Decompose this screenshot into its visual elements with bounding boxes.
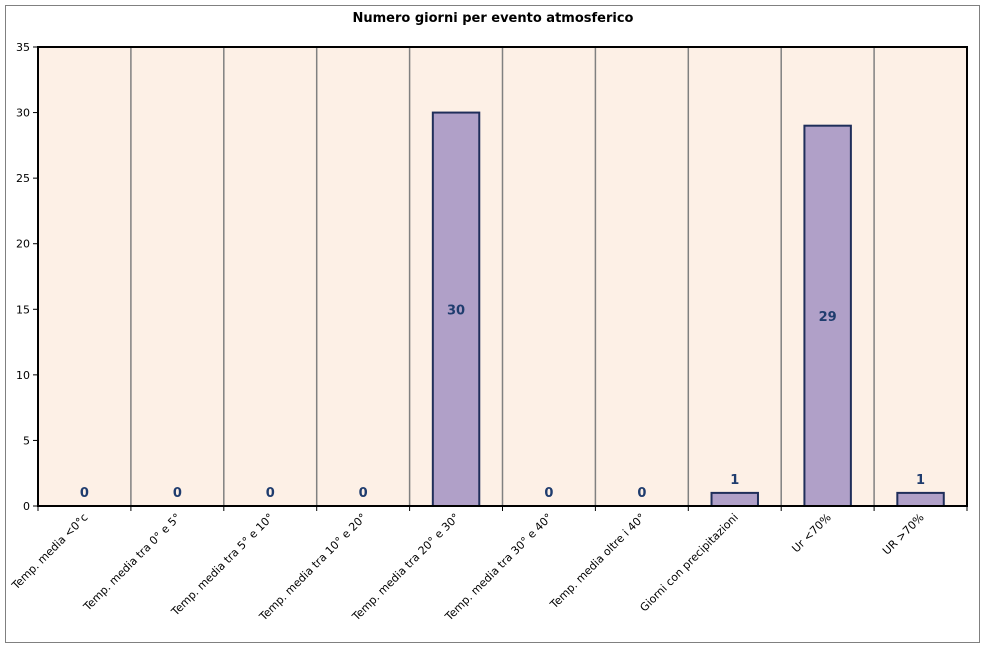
data-label-2: 0 [266,486,275,501]
x-category-label-1: Temp. media tra 0° e 5° [80,511,183,614]
data-label-9: 1 [916,473,925,488]
x-category-label-2: Temp. media tra 5° e 10° [168,511,276,619]
data-label-3: 0 [359,486,368,501]
data-label-7: 1 [730,473,739,488]
y-tick-label: 10 [16,369,30,382]
bar-9 [896,491,945,507]
x-category-label-7: Giorni con precipitazioni [637,511,740,614]
data-label-1: 0 [173,486,182,501]
bar-4 [431,111,481,507]
y-tick-label: 20 [16,238,30,251]
data-label-8: 29 [819,310,837,325]
y-tick-label: 5 [23,434,30,447]
data-label-0: 0 [80,486,89,501]
x-category-label-5: Temp. media tra 30° e 40° [442,511,555,624]
x-category-label-8: Ur <70% [789,511,833,555]
y-tick-label: 15 [16,303,30,316]
x-category-label-6: Temp. media oltre i 40° [547,511,648,612]
x-category-label-3: Temp. media tra 10° e 20° [256,511,369,624]
bar-8 [803,124,852,508]
data-label-5: 0 [544,486,553,501]
chart-title: Numero giorni per evento atmosferico [352,11,634,26]
y-tick-label: 35 [16,41,30,54]
x-category-label-0: Temp. media <0°c [9,511,91,593]
x-category-label-9: UR >70% [880,511,927,558]
y-tick-label: 25 [16,172,30,185]
x-category-label-4: Temp. media tra 20° e 30° [349,511,462,624]
y-tick-label: 30 [16,107,30,120]
data-label-4: 30 [447,303,465,318]
data-label-6: 0 [637,486,646,501]
y-tick-label: 0 [23,500,30,513]
bar-7 [710,491,759,507]
